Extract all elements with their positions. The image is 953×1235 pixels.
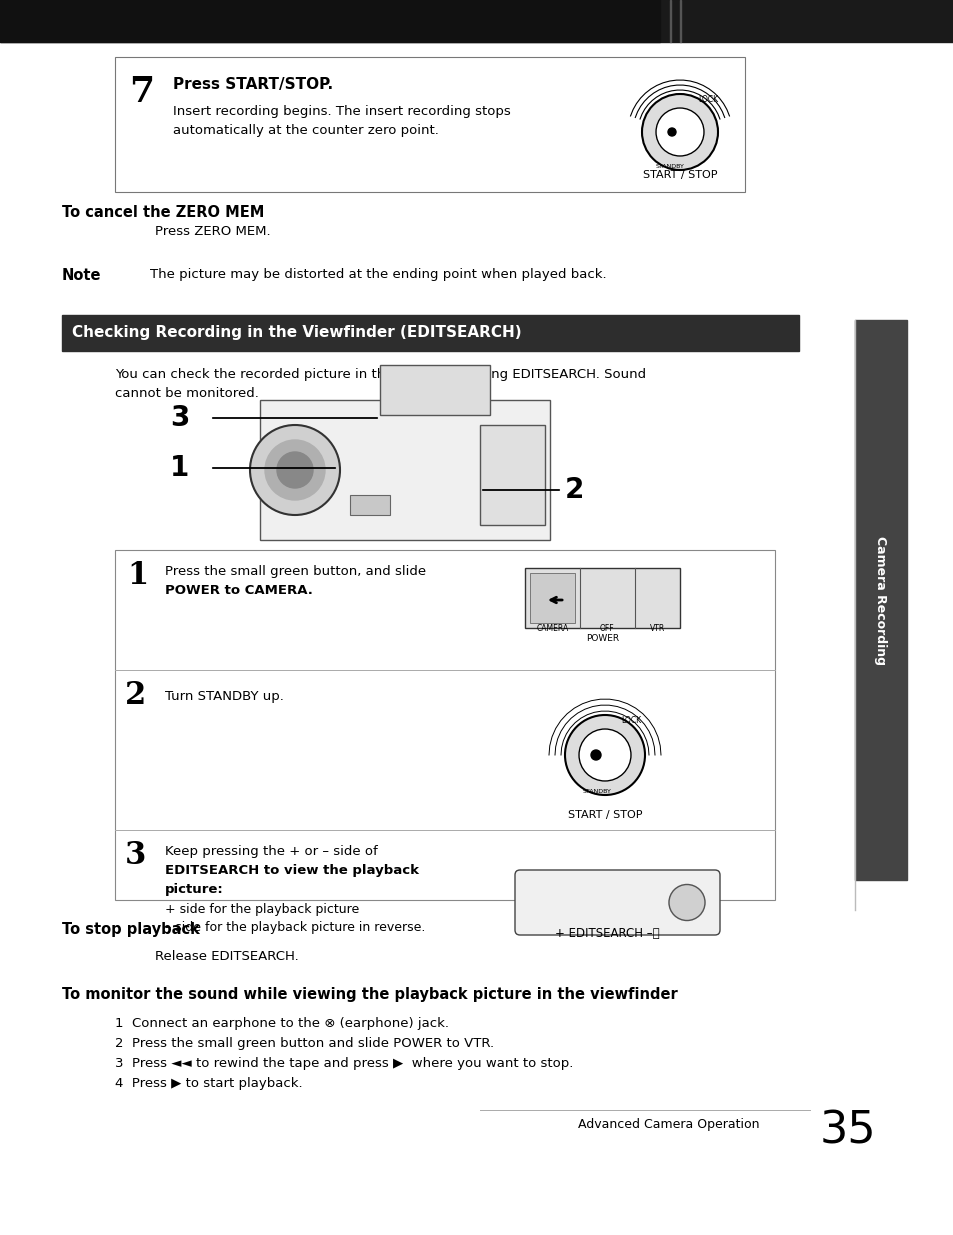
Text: 3: 3 [170,404,190,432]
FancyBboxPatch shape [515,869,720,935]
Text: + side for the playback picture: + side for the playback picture [165,903,359,916]
Text: LOCK: LOCK [698,95,718,104]
Circle shape [641,94,718,170]
Text: 3: 3 [125,840,146,871]
Text: POWER: POWER [586,634,618,643]
Text: START / STOP: START / STOP [642,170,717,180]
Text: picture:: picture: [165,883,224,897]
Text: Press the small green button, and slide: Press the small green button, and slide [165,564,426,578]
Bar [0,0,659,42]
Bar [679,0,680,42]
Bar [115,550,774,900]
Circle shape [578,729,630,781]
Text: To monitor the sound while viewing the playback picture in the viewfinder: To monitor the sound while viewing the p… [62,987,677,1002]
Text: STANDBY: STANDBY [655,164,683,169]
Bar [379,366,490,415]
Text: + EDITSEARCH –Ⓖ: + EDITSEARCH –Ⓖ [555,927,659,940]
Circle shape [250,425,339,515]
Text: Insert recording begins. The insert recording stops
automatically at the counter: Insert recording begins. The insert reco… [172,105,510,137]
Text: LOCK: LOCK [620,716,640,725]
Bar [62,315,799,351]
Text: 1: 1 [127,559,148,592]
Circle shape [265,440,325,500]
Text: Camera Recording: Camera Recording [874,536,886,664]
Bar [669,0,670,42]
Text: Keep pressing the + or – side of: Keep pressing the + or – side of [165,845,377,858]
Text: 3  Press ◄◄ to rewind the tape and press ▶  where you want to stop.: 3 Press ◄◄ to rewind the tape and press … [115,1057,573,1070]
Text: To cancel the ZERO MEM: To cancel the ZERO MEM [62,205,264,220]
Bar [350,495,390,515]
Bar [115,57,744,191]
Text: STANDBY: STANDBY [582,789,611,794]
Text: 4  Press ▶ to start playback.: 4 Press ▶ to start playback. [115,1077,302,1091]
Text: CAMERA: CAMERA [537,624,569,634]
Bar [524,568,679,629]
Text: Release EDITSEARCH.: Release EDITSEARCH. [154,950,298,963]
Text: 7: 7 [129,75,154,109]
Text: Advanced Camera Operation: Advanced Camera Operation [578,1118,760,1131]
Text: 2: 2 [564,475,584,504]
Text: EDITSEARCH to view the playback: EDITSEARCH to view the playback [165,864,418,877]
Text: The picture may be distorted at the ending point when played back.: The picture may be distorted at the endi… [150,268,606,282]
Circle shape [668,884,704,920]
Text: You can check the recorded picture in the viewfinder using EDITSEARCH. Sound
can: You can check the recorded picture in th… [115,368,645,400]
Bar [530,573,575,622]
Text: – side for the playback picture in reverse.: – side for the playback picture in rever… [165,921,425,934]
Circle shape [656,107,703,156]
Circle shape [590,750,600,760]
Text: 1: 1 [170,454,189,482]
Text: Turn STANDBY up.: Turn STANDBY up. [165,690,284,703]
Circle shape [276,452,313,488]
Circle shape [564,715,644,795]
Bar [260,400,550,540]
Text: 2: 2 [125,680,146,711]
Bar [479,425,544,525]
Circle shape [667,128,676,136]
Text: POWER to CAMERA.: POWER to CAMERA. [165,584,313,597]
Text: START / STOP: START / STOP [567,810,641,820]
Bar [0,0,953,42]
Text: OFF: OFF [599,624,614,634]
Bar [854,320,906,881]
Text: 35: 35 [820,1110,876,1153]
Text: Press START/STOP.: Press START/STOP. [172,77,333,91]
Text: Press ZERO MEM.: Press ZERO MEM. [154,225,271,238]
Text: To stop playback: To stop playback [62,923,200,937]
Text: VTR: VTR [650,624,665,634]
Text: 2  Press the small green button and slide POWER to VTR.: 2 Press the small green button and slide… [115,1037,494,1050]
Text: Checking Recording in the Viewfinder (EDITSEARCH): Checking Recording in the Viewfinder (ED… [71,325,521,340]
Text: 1  Connect an earphone to the ⊗ (earphone) jack.: 1 Connect an earphone to the ⊗ (earphone… [115,1016,449,1030]
Text: Note: Note [62,268,101,283]
